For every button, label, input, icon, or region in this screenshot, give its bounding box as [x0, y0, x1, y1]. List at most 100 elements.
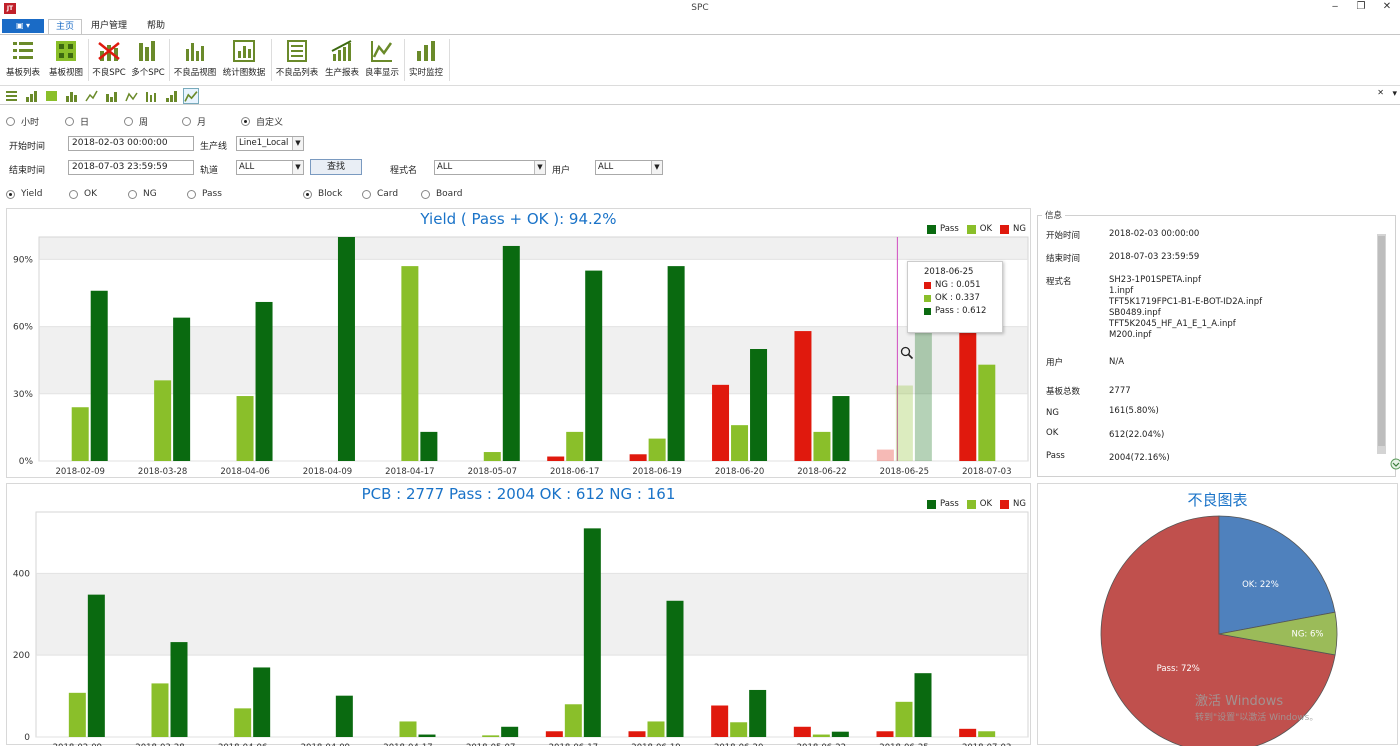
- bar-ok[interactable]: [68, 692, 86, 737]
- period-radio-month[interactable]: 月: [182, 115, 206, 128]
- production-report-button[interactable]: 生产报表: [322, 37, 362, 81]
- bar-pass[interactable]: [585, 270, 603, 461]
- user-select[interactable]: ALL ▼: [595, 160, 663, 175]
- line-chart-icon[interactable]: [125, 90, 138, 102]
- info-scrollbar[interactable]: [1377, 234, 1386, 454]
- track-select[interactable]: ALL ▼: [236, 160, 304, 175]
- bar-pass[interactable]: [418, 734, 436, 737]
- bar-pass[interactable]: [914, 323, 932, 461]
- bar-ok[interactable]: [895, 701, 913, 737]
- bar-pass[interactable]: [87, 594, 105, 737]
- pie-slice-ng[interactable]: [1218, 611, 1338, 656]
- bar-pass[interactable]: [337, 237, 355, 461]
- bar-ok[interactable]: [648, 438, 666, 461]
- bar-ng[interactable]: [711, 705, 729, 738]
- bar-pass[interactable]: [335, 695, 353, 737]
- bar-ng[interactable]: [959, 331, 977, 461]
- chevron-down-icon[interactable]: ▼: [292, 137, 303, 150]
- unit-radio-block[interactable]: Block: [303, 188, 342, 200]
- bar-pass[interactable]: [666, 600, 684, 737]
- board-list-button[interactable]: 基板列表: [3, 37, 43, 81]
- bar-ok[interactable]: [564, 704, 582, 737]
- defect-spc-button[interactable]: 不良SPC: [90, 37, 128, 81]
- bar-ok[interactable]: [812, 734, 830, 737]
- bar-ng[interactable]: [629, 454, 647, 461]
- bar-ok[interactable]: [483, 452, 501, 461]
- bar-ok[interactable]: [730, 722, 748, 737]
- bar-pass[interactable]: [173, 317, 191, 461]
- bar-ng[interactable]: [876, 449, 894, 461]
- tab-user-management[interactable]: 用户管理: [91, 21, 128, 31]
- bar-pass[interactable]: [832, 396, 850, 461]
- bar-chart-icon[interactable]: [65, 90, 78, 102]
- list-icon[interactable]: [5, 90, 18, 102]
- bar-chart-icon[interactable]: [25, 90, 38, 102]
- bar-chart-icon[interactable]: [165, 90, 178, 102]
- app-menu-button[interactable]: ▣ ▾: [2, 19, 44, 33]
- expand-handle-icon[interactable]: [1390, 458, 1400, 470]
- bar-ok[interactable]: [154, 380, 172, 461]
- bar-ng[interactable]: [876, 731, 894, 737]
- bar-pass[interactable]: [502, 245, 520, 461]
- scrollbar-thumb[interactable]: [1378, 236, 1385, 446]
- tab-help[interactable]: 帮助: [147, 21, 166, 31]
- close-tab-icon[interactable]: ✕: [1377, 88, 1384, 97]
- bar-ok[interactable]: [895, 385, 913, 461]
- bar-chart-icon[interactable]: [145, 90, 158, 102]
- period-radio-week[interactable]: 周: [124, 115, 148, 128]
- metric-radio-ok[interactable]: OK: [69, 188, 97, 200]
- bar-pass[interactable]: [749, 689, 767, 737]
- bar-ok[interactable]: [731, 425, 749, 461]
- bar-pass[interactable]: [420, 431, 438, 461]
- bar-ok[interactable]: [566, 431, 584, 461]
- bar-ok[interactable]: [401, 266, 419, 461]
- search-button[interactable]: 查找: [310, 159, 362, 175]
- bar-ok[interactable]: [978, 364, 996, 461]
- program-select[interactable]: ALL ▼: [434, 160, 546, 175]
- multi-spc-button[interactable]: 多个SPC: [129, 37, 167, 81]
- defect-view-button[interactable]: 不良品视图: [171, 37, 219, 81]
- yield-tab-icon[interactable]: [183, 88, 199, 104]
- defect-list-button[interactable]: 不良品列表: [273, 37, 321, 81]
- chevron-down-icon[interactable]: ▼: [651, 161, 662, 174]
- bar-chart-icon[interactable]: [105, 90, 118, 102]
- bar-pass[interactable]: [253, 667, 271, 737]
- restore-button[interactable]: ❐: [1356, 1, 1366, 12]
- bar-ok[interactable]: [482, 735, 500, 737]
- bar-ok[interactable]: [978, 731, 996, 737]
- tab-home[interactable]: 主页: [48, 19, 83, 35]
- pie-slice-ok[interactable]: [1218, 515, 1336, 635]
- yield-display-button[interactable]: 良率显示: [362, 37, 402, 81]
- minimize-button[interactable]: ‒: [1331, 1, 1339, 12]
- bar-ng[interactable]: [794, 331, 812, 461]
- bar-pass[interactable]: [583, 528, 601, 737]
- bar-ok[interactable]: [71, 407, 89, 461]
- bar-ng[interactable]: [545, 731, 563, 737]
- bar-pass[interactable]: [667, 266, 685, 461]
- line-chart-icon[interactable]: [85, 90, 98, 102]
- board-view-button[interactable]: 基板视图: [46, 37, 86, 81]
- bar-pass[interactable]: [90, 290, 108, 461]
- line-select[interactable]: Line1_Local ▼: [236, 136, 304, 151]
- bar-ng[interactable]: [547, 456, 565, 461]
- realtime-monitor-button[interactable]: 实时监控: [406, 37, 446, 81]
- metric-radio-pass[interactable]: Pass: [187, 188, 222, 200]
- start-time-input[interactable]: 2018-02-03 00:00:00: [68, 136, 194, 151]
- pie-slice-pass[interactable]: [1100, 515, 1336, 746]
- bar-ok[interactable]: [399, 721, 417, 737]
- close-button[interactable]: ✕: [1382, 1, 1392, 12]
- chevron-down-icon[interactable]: ▾: [1392, 89, 1397, 99]
- chevron-down-icon[interactable]: ▼: [534, 161, 545, 174]
- metric-radio-ng[interactable]: NG: [128, 188, 157, 200]
- bar-ok[interactable]: [151, 683, 169, 737]
- bar-pass[interactable]: [170, 642, 188, 737]
- chevron-down-icon[interactable]: ▼: [292, 161, 303, 174]
- bar-ng[interactable]: [793, 726, 811, 737]
- bar-ng[interactable]: [959, 728, 977, 737]
- bar-ng[interactable]: [712, 384, 730, 461]
- bar-ok[interactable]: [236, 396, 254, 461]
- board-view-icon[interactable]: [45, 90, 58, 102]
- bar-pass[interactable]: [914, 673, 932, 737]
- bar-ok[interactable]: [813, 431, 831, 461]
- stat-chart-button[interactable]: 统计图数据: [220, 37, 268, 81]
